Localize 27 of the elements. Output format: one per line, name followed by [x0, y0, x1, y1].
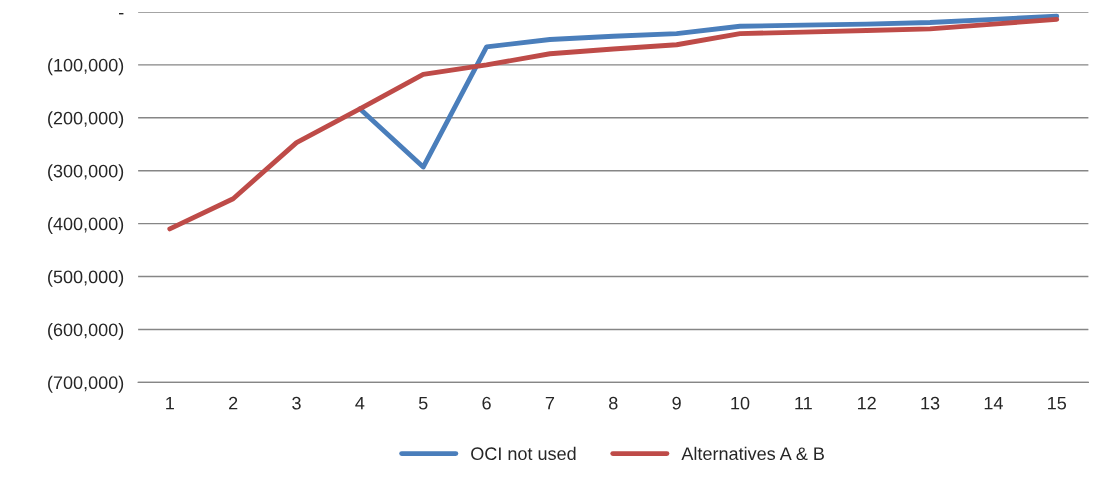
y-tick-label: -: [119, 12, 124, 15]
y-tick-label: (500,000): [48, 270, 124, 287]
x-tick-label: 11: [795, 396, 812, 410]
y-tick-label: (300,000): [48, 164, 124, 181]
x-tick-label: 4: [355, 396, 365, 410]
x-tick-label: 5: [418, 396, 428, 410]
legend-label: OCI not used: [471, 446, 576, 461]
y-tick-label: (400,000): [48, 217, 124, 234]
line-series: [357, 13, 1060, 170]
legend-label: Alternatives A & B: [681, 446, 824, 461]
x-tick-label: 2: [229, 396, 238, 410]
y-tick-label: (600,000): [48, 322, 124, 340]
y-tick-label: (100,000): [48, 58, 124, 76]
x-tick-label: 8: [609, 396, 618, 410]
x-tick-label: 3: [292, 396, 301, 410]
x-tick-label: 7: [545, 396, 555, 410]
x-tick-label: 13: [921, 396, 940, 410]
x-tick-label: 9: [672, 396, 681, 410]
x-tick-label: 6: [482, 396, 491, 410]
x-tick-label: 10: [731, 396, 750, 410]
line-series: [167, 16, 1060, 232]
x-tick-label: 14: [984, 396, 1003, 410]
y-tick-label: (700,000): [48, 375, 124, 393]
y-tick-label: (200,000): [48, 111, 124, 129]
x-tick-label: 12: [858, 396, 876, 410]
x-tick-label: 15: [1048, 396, 1067, 410]
x-tick-label: 1: [166, 396, 174, 410]
